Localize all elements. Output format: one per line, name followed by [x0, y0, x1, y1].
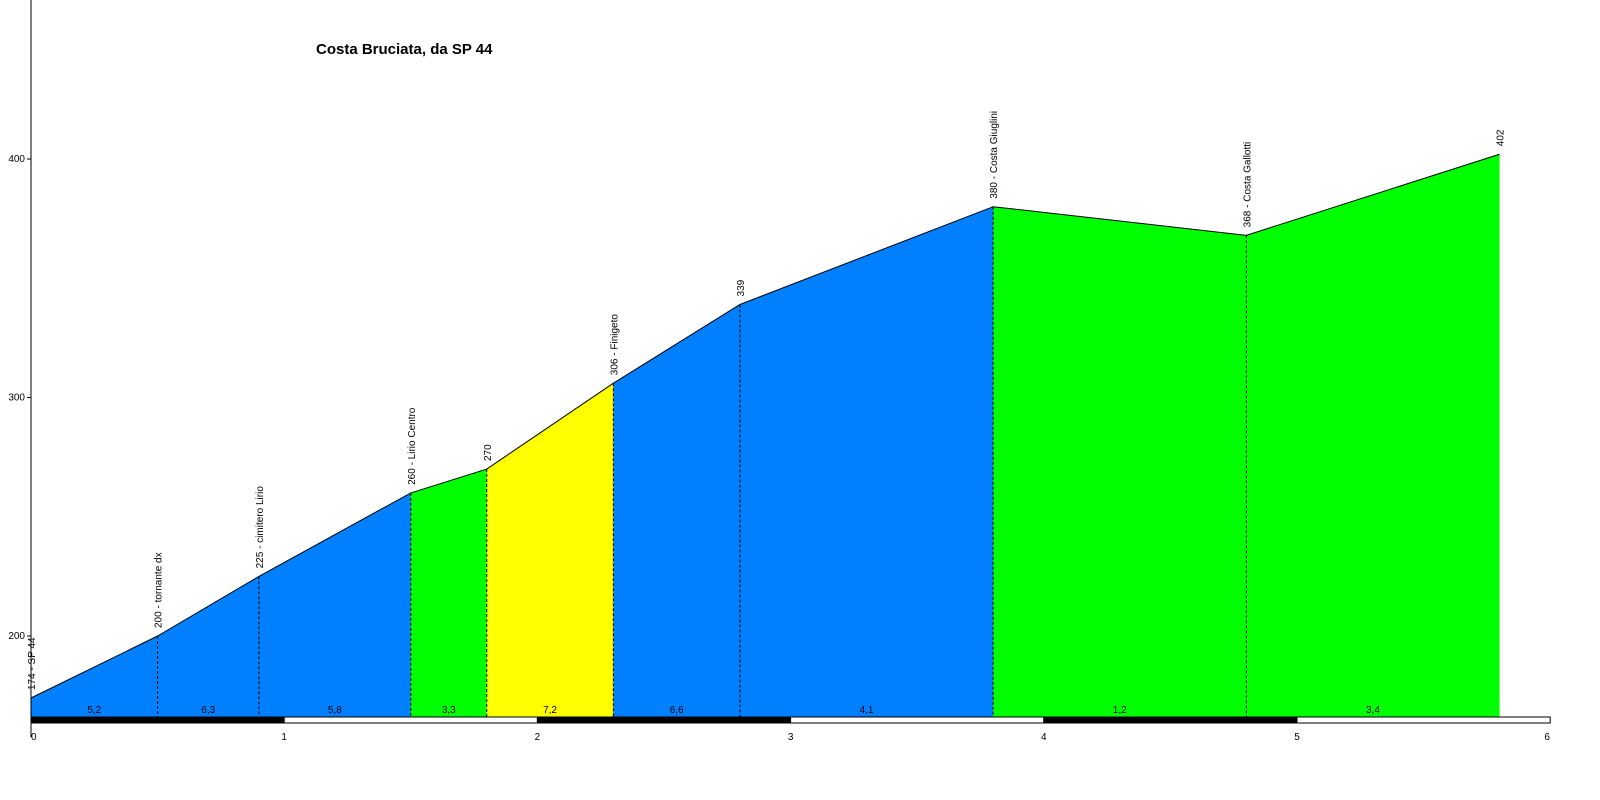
segment-area [613, 304, 740, 717]
gradient-label: 3,3 [442, 705, 456, 716]
gradient-label: 4,1 [860, 705, 874, 716]
scale-bar-segment [536, 716, 792, 724]
point-label: 225 - cimitero Lirio [255, 486, 266, 569]
scale-bar-segment [790, 716, 1045, 724]
x-tick-labels: 0 1 2 3 4 5 6 [31, 732, 1550, 743]
point-label: 270 [483, 444, 494, 461]
point-label: 402 [1496, 129, 1507, 146]
segment-area [486, 383, 614, 717]
scale-bar-segment [1043, 716, 1298, 724]
y-tick-label: 300 [8, 393, 25, 404]
segment-dividers [157, 206, 1247, 717]
scale-bar-segment [1296, 716, 1551, 724]
profile-outline [30, 153, 1500, 699]
point-label: 339 [736, 279, 747, 296]
distance-scale-bar [30, 716, 1551, 724]
gradient-label: 6,3 [201, 705, 215, 716]
point-label: 200 - tornante dx [154, 552, 165, 628]
point-label: 380 - Costa Giuglini [989, 111, 1000, 199]
chart-title: Costa Bruciata, da SP 44 [316, 41, 493, 58]
gradient-label: 1,2 [1113, 705, 1127, 716]
scale-bar-segment [283, 716, 538, 724]
point-label: 306 - Finigeto [609, 314, 620, 376]
y-tick-labels: 200 300 400 [8, 154, 31, 642]
x-tick-label: 5 [1294, 732, 1300, 743]
gradient-label: 7,2 [543, 705, 557, 716]
gradient-label: 3,4 [1366, 705, 1380, 716]
x-tick-label: 0 [31, 732, 37, 743]
x-tick-label: 1 [281, 732, 287, 743]
segment-area [31, 636, 158, 717]
profile-line [30, 153, 1500, 699]
x-tick-label: 6 [1544, 732, 1550, 743]
profile-areas [31, 154, 1500, 718]
segment-area [258, 492, 411, 717]
x-tick-label: 4 [1041, 732, 1047, 743]
y-tick-label: 400 [8, 154, 25, 165]
point-label: 368 - Costa Gallotti [1242, 142, 1253, 228]
gradient-label: 6,6 [670, 705, 684, 716]
segment-area [157, 576, 259, 717]
segment-area [993, 206, 1247, 717]
gradient-labels: 5,2 6,3 5,8 3,3 7,2 6,6 4,1 1,2 3,4 [87, 705, 1380, 716]
segment-area [410, 469, 487, 717]
point-labels: 174 - SP 44 200 - tornante dx 225 - cimite… [27, 111, 1507, 690]
scale-bar-segment [30, 716, 285, 724]
gradient-label: 5,8 [328, 705, 342, 716]
y-tick-label: 200 [8, 631, 25, 642]
segment-area [739, 206, 994, 717]
x-tick-label: 2 [535, 732, 541, 743]
point-label: 174 - SP 44 [27, 637, 38, 690]
point-label: 260 - Lirio Centro [407, 407, 418, 485]
x-tick-label: 3 [788, 732, 794, 743]
segment-area [1246, 154, 1500, 718]
gradient-label: 5,2 [87, 705, 101, 716]
